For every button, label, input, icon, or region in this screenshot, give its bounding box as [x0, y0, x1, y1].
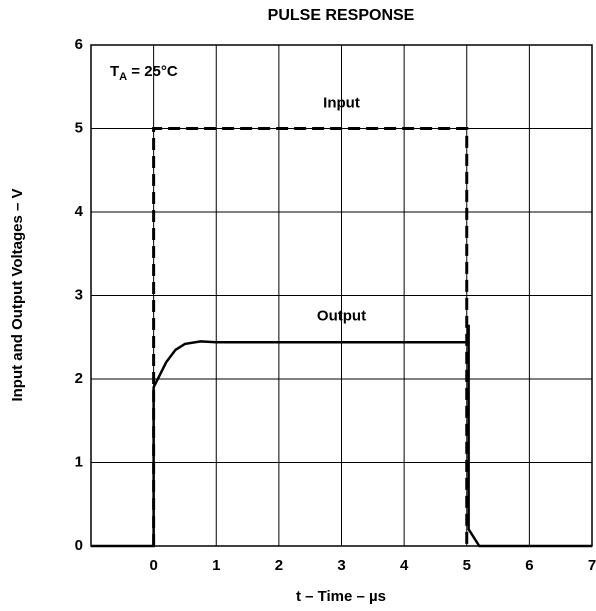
- condition-rest: = 25°C: [127, 63, 178, 80]
- series-line: [91, 324, 592, 548]
- condition-subscript: A: [119, 71, 127, 83]
- x-tick-label: 6: [525, 557, 533, 574]
- condition-symbol: T: [110, 63, 119, 80]
- y-tick-label: 3: [75, 286, 83, 303]
- x-tick-label: 3: [337, 557, 345, 574]
- x-tick-label: 7: [588, 557, 596, 574]
- y-axis-label: Input and Output Voltages – V: [9, 188, 26, 401]
- condition-label: TA = 25°C: [110, 63, 178, 83]
- x-tick-label: 0: [149, 557, 157, 574]
- y-tick-label: 0: [75, 537, 83, 554]
- y-tick-label: 2: [75, 370, 83, 387]
- series-line: [152, 127, 469, 546]
- y-tick-label: 5: [75, 119, 83, 136]
- y-tick-label: 4: [75, 203, 84, 220]
- x-tick-label: 5: [463, 557, 471, 574]
- y-tick-label: 1: [75, 453, 83, 470]
- x-tick-label: 2: [275, 557, 283, 574]
- series-annotation: Output: [317, 307, 366, 324]
- plot-frame: [90, 44, 593, 547]
- x-axis-label: t – Time – µs: [296, 588, 386, 605]
- chart-title: PULSE RESPONSE: [268, 7, 415, 24]
- x-tick-label: 1: [212, 557, 220, 574]
- x-tick-label: 4: [400, 557, 409, 574]
- y-tick-label: 6: [75, 36, 83, 53]
- series-annotation: Input: [323, 94, 360, 111]
